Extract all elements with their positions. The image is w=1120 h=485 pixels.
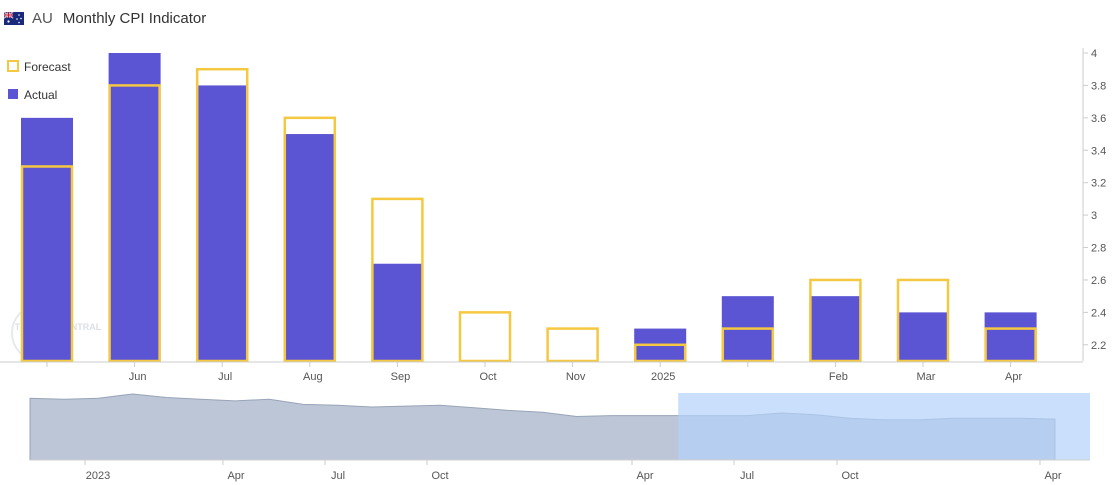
y-tick-label: 3.4 xyxy=(1091,145,1106,157)
actual-bar[interactable] xyxy=(108,53,161,361)
y-tick-label: 4 xyxy=(1091,48,1097,60)
navigator-x-label: Oct xyxy=(431,470,448,482)
range-navigator[interactable]: 2023 Apr Jul Oct Apr Jul Oct Apr xyxy=(29,393,1090,482)
y-tick-label: 3.8 xyxy=(1091,80,1106,92)
navigator-selection[interactable] xyxy=(678,393,1090,460)
actual-bar[interactable] xyxy=(897,312,949,361)
chart-header: AU Monthly CPI Indicator xyxy=(4,6,206,30)
legend-actual-swatch[interactable] xyxy=(8,89,18,99)
actual-bar[interactable] xyxy=(283,134,336,361)
country-code: AU xyxy=(32,9,53,27)
x-tick-label: Nov xyxy=(566,371,586,383)
y-tick-label: 2.6 xyxy=(1091,275,1106,287)
x-tick-label: Apr xyxy=(1005,371,1022,383)
forecast-bar[interactable] xyxy=(108,84,161,363)
actual-bar[interactable] xyxy=(809,296,862,361)
forecast-bar[interactable] xyxy=(371,197,424,363)
x-tick-label: Mar xyxy=(917,371,936,383)
forecast-bar[interactable] xyxy=(809,278,862,363)
x-tick-label: Aug xyxy=(303,371,323,383)
x-tick-label: 2025 xyxy=(651,371,675,383)
forecast-bar[interactable] xyxy=(283,116,337,363)
navigator-x-label: Apr xyxy=(636,470,653,482)
navigator-x-labels: 2023 Apr Jul Oct Apr Jul Oct Apr xyxy=(84,460,1062,482)
forecast-bar[interactable] xyxy=(195,67,249,363)
legend-forecast-swatch[interactable] xyxy=(7,60,19,72)
legend-actual-label[interactable]: Actual xyxy=(24,88,57,102)
navigator-x-label: Jul xyxy=(331,470,345,482)
y-tick-label: 2.4 xyxy=(1091,307,1106,319)
actual-bar[interactable] xyxy=(984,312,1037,361)
y-axis: 4 3.8 3.6 3.4 3.2 3 2.8 2.6 2.4 2.2 xyxy=(1082,48,1106,361)
x-tick-label: Oct xyxy=(479,371,496,383)
x-tick-label: Jun xyxy=(129,371,147,383)
actual-bar[interactable] xyxy=(196,85,249,361)
y-tick-label: 3.6 xyxy=(1091,113,1106,125)
australia-flag-icon xyxy=(4,11,24,25)
actual-bar[interactable] xyxy=(21,117,73,361)
x-tick-label: Sep xyxy=(391,371,411,383)
y-tick-label: 3 xyxy=(1091,210,1097,222)
forecast-bar[interactable] xyxy=(546,327,599,363)
x-axis: Jun Jul Aug Sep Oct Nov 2025 Feb Mar Apr xyxy=(0,361,1083,383)
bar-series xyxy=(20,53,1037,363)
x-tick-label: Jul xyxy=(218,371,232,383)
actual-bar[interactable] xyxy=(371,263,424,361)
y-tick-label: 2.8 xyxy=(1091,243,1106,255)
y-tick-label: 2.2 xyxy=(1091,340,1106,352)
forecast-bar[interactable] xyxy=(896,278,950,363)
forecast-bar[interactable] xyxy=(20,165,74,363)
forecast-bar[interactable] xyxy=(984,327,1037,363)
x-tick-label: Feb xyxy=(829,371,848,383)
chart-title: Monthly CPI Indicator xyxy=(62,9,207,27)
forecast-bar[interactable] xyxy=(458,311,512,363)
navigator-x-label: Jul xyxy=(740,470,754,482)
navigator-x-label: 2023 xyxy=(86,470,110,482)
forecast-bar[interactable] xyxy=(633,343,687,363)
navigator-x-label: Apr xyxy=(1044,470,1061,482)
chart-legend: Forecast Actual xyxy=(7,60,71,102)
forecast-bar[interactable] xyxy=(721,327,775,363)
navigator-x-label: Oct xyxy=(841,470,858,482)
navigator-x-label: Apr xyxy=(227,470,244,482)
y-tick-label: 3.2 xyxy=(1091,178,1106,190)
legend-forecast-label[interactable]: Forecast xyxy=(24,60,71,74)
